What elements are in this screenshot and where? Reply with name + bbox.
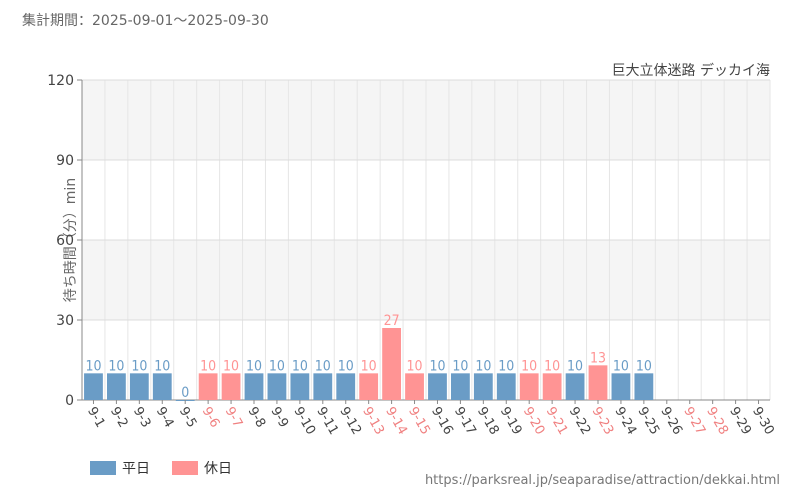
x-tick-label-9-2: 9-2 — [107, 405, 131, 431]
bar-9-17 — [450, 373, 470, 400]
x-tick-label-9-18: 9-18 — [474, 405, 502, 438]
x-tick-label-9-13: 9-13 — [359, 405, 387, 438]
x-tick-label-9-28: 9-28 — [703, 405, 731, 438]
bar-9-6 — [198, 373, 218, 400]
bar-9-7 — [221, 373, 241, 400]
data-label-9-17: 10 — [452, 358, 468, 374]
data-label-9-13: 10 — [361, 358, 377, 374]
x-tick-label-9-16: 9-16 — [428, 405, 456, 438]
y-tick-label: 0 — [65, 393, 74, 409]
source-url: https://parksreal.jp/seaparadise/attract… — [424, 473, 780, 488]
bar-9-4 — [152, 373, 172, 400]
data-label-9-10: 10 — [292, 358, 308, 374]
bar-9-25 — [634, 373, 654, 400]
data-label-9-18: 10 — [475, 358, 491, 374]
bar-9-23 — [588, 365, 608, 400]
y-tick-label: 120 — [47, 73, 74, 89]
period-label: 集計期間：2025-09-01～2025-09-30 — [22, 13, 269, 29]
x-tick-label-9-22: 9-22 — [566, 405, 594, 438]
bar-9-2 — [106, 373, 126, 400]
legend-label-holiday: 休日 — [204, 461, 232, 477]
x-tick-label-9-15: 9-15 — [405, 405, 433, 438]
bar-9-13 — [359, 373, 379, 400]
data-label-9-6: 10 — [200, 358, 216, 374]
chart-title: 巨大立体迷路 デッカイ海 — [611, 63, 770, 79]
data-label-9-3: 10 — [131, 358, 147, 374]
x-tick-label-9-17: 9-17 — [451, 405, 479, 438]
legend-item-holiday: 休日 — [172, 458, 232, 478]
bar-9-3 — [129, 373, 149, 400]
x-tick-label-9-25: 9-25 — [634, 405, 662, 438]
data-label-9-12: 10 — [338, 358, 354, 374]
legend-swatch-weekday — [90, 461, 116, 475]
data-label-9-4: 10 — [154, 358, 170, 374]
bar-9-11 — [313, 373, 333, 400]
legend: 平日 休日 — [90, 458, 232, 478]
bar-9-21 — [542, 373, 562, 400]
bar-9-1 — [84, 373, 103, 400]
data-label-9-9: 10 — [269, 358, 285, 374]
bar-9-22 — [565, 373, 585, 400]
x-tick-label-9-21: 9-21 — [543, 405, 571, 438]
x-tick-label-9-8: 9-8 — [245, 405, 269, 431]
bar-9-14 — [382, 328, 402, 400]
x-tick-label-9-7: 9-7 — [222, 405, 246, 431]
bar-9-15 — [405, 373, 424, 400]
bar-9-12 — [336, 373, 356, 400]
x-tick-label-9-4: 9-4 — [153, 405, 177, 431]
data-label-9-25: 10 — [636, 358, 652, 374]
bar-9-18 — [473, 373, 493, 400]
x-tick-label-9-12: 9-12 — [336, 405, 364, 438]
bar-9-19 — [496, 373, 516, 400]
data-label-9-16: 10 — [429, 358, 445, 374]
bar-9-20 — [519, 373, 539, 400]
legend-swatch-holiday — [172, 461, 198, 475]
bar-9-10 — [290, 373, 310, 400]
bar-9-16 — [428, 373, 447, 400]
legend-label-weekday: 平日 — [122, 461, 150, 477]
data-label-9-24: 10 — [613, 358, 629, 374]
x-tick-label-9-5: 9-5 — [176, 405, 200, 431]
data-label-9-8: 10 — [246, 358, 262, 374]
x-tick-label-9-19: 9-19 — [497, 405, 525, 438]
bar-9-8 — [244, 373, 264, 400]
data-label-9-1: 10 — [85, 358, 101, 374]
data-label-9-5: 0 — [181, 385, 189, 401]
bar-9-9 — [267, 373, 287, 400]
data-label-9-15: 10 — [407, 358, 423, 374]
data-label-9-21: 10 — [544, 358, 560, 374]
x-tick-label-9-3: 9-3 — [130, 405, 154, 431]
x-tick-label-9-26: 9-26 — [657, 405, 685, 438]
x-tick-label-9-20: 9-20 — [520, 405, 548, 438]
x-tick-label-9-27: 9-27 — [680, 405, 708, 438]
data-label-9-22: 10 — [567, 358, 583, 374]
data-label-9-14: 27 — [384, 313, 400, 329]
x-tick-label-9-10: 9-10 — [290, 405, 318, 438]
x-tick-label-9-9: 9-9 — [267, 405, 291, 431]
legend-item-weekday: 平日 — [90, 458, 150, 478]
y-tick-label: 60 — [56, 233, 74, 249]
x-tick-label-9-23: 9-23 — [589, 405, 617, 438]
data-label-9-20: 10 — [521, 358, 537, 374]
x-tick-label-9-1: 9-1 — [84, 405, 108, 431]
data-label-9-23: 13 — [590, 350, 606, 366]
data-label-9-19: 10 — [498, 358, 514, 374]
bar-9-24 — [611, 373, 631, 400]
data-label-9-7: 10 — [223, 358, 239, 374]
x-tick-label-9-30: 9-30 — [749, 405, 777, 438]
x-tick-label-9-14: 9-14 — [382, 405, 410, 438]
x-tick-label-9-11: 9-11 — [313, 405, 341, 438]
x-tick-label-9-6: 9-6 — [199, 405, 223, 431]
data-label-9-2: 10 — [108, 358, 124, 374]
y-tick-label: 30 — [56, 313, 74, 329]
data-label-9-11: 10 — [315, 358, 331, 374]
y-tick-label: 90 — [56, 153, 74, 169]
x-tick-label-9-29: 9-29 — [726, 405, 754, 438]
x-tick-label-9-24: 9-24 — [611, 405, 639, 438]
